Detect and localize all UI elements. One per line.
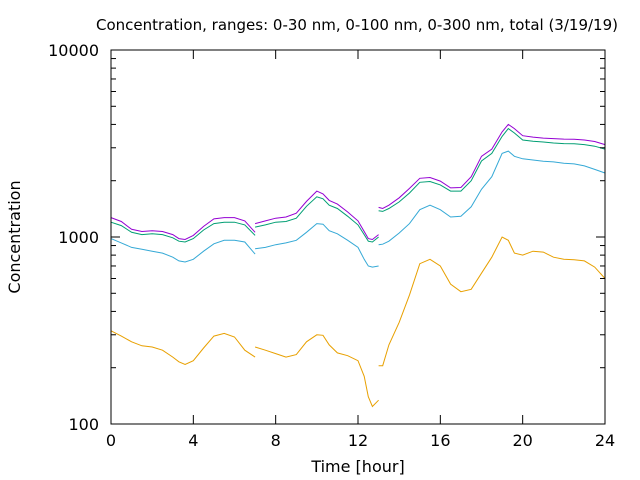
x-tick-label-8: 8 bbox=[271, 431, 281, 450]
series-2-segment-1 bbox=[110, 238, 256, 263]
y-tick-label-100: 100 bbox=[68, 415, 99, 434]
series-2-segment-2 bbox=[255, 223, 379, 268]
x-tick-label-4: 4 bbox=[188, 431, 198, 450]
x-tick-label-0: 0 bbox=[106, 431, 116, 450]
ticks-layer: 0 4 8 12 16 20 24 100 1000 10000 bbox=[48, 41, 615, 450]
plot-frame bbox=[110, 49, 606, 425]
series-1-segment-1 bbox=[110, 330, 256, 366]
series-1-segment-2 bbox=[254, 334, 379, 408]
x-tick-label-12: 12 bbox=[348, 431, 368, 450]
chart-title: Concentration, ranges: 0-30 nm, 0-100 nm… bbox=[96, 16, 618, 34]
series-4-segment-3 bbox=[378, 123, 606, 210]
series-3-segment-1 bbox=[110, 221, 256, 243]
y-axis-title: Concentration bbox=[5, 180, 24, 293]
x-axis-title: Time [hour] bbox=[310, 457, 404, 476]
series-4-segment-2 bbox=[254, 190, 379, 241]
y-tick-label-1000: 1000 bbox=[58, 228, 99, 247]
x-tick-label-20: 20 bbox=[512, 431, 532, 450]
x-tick-label-24: 24 bbox=[595, 431, 615, 450]
series-layer bbox=[110, 123, 606, 408]
series-2-segment-3 bbox=[378, 150, 606, 246]
y-tick-label-10000: 10000 bbox=[48, 41, 99, 60]
series-1-segment-3 bbox=[378, 236, 606, 367]
series-3-segment-2 bbox=[254, 196, 379, 243]
series-4-segment-1 bbox=[110, 217, 256, 241]
series-3-segment-3 bbox=[378, 127, 606, 212]
x-tick-label-16: 16 bbox=[430, 431, 450, 450]
